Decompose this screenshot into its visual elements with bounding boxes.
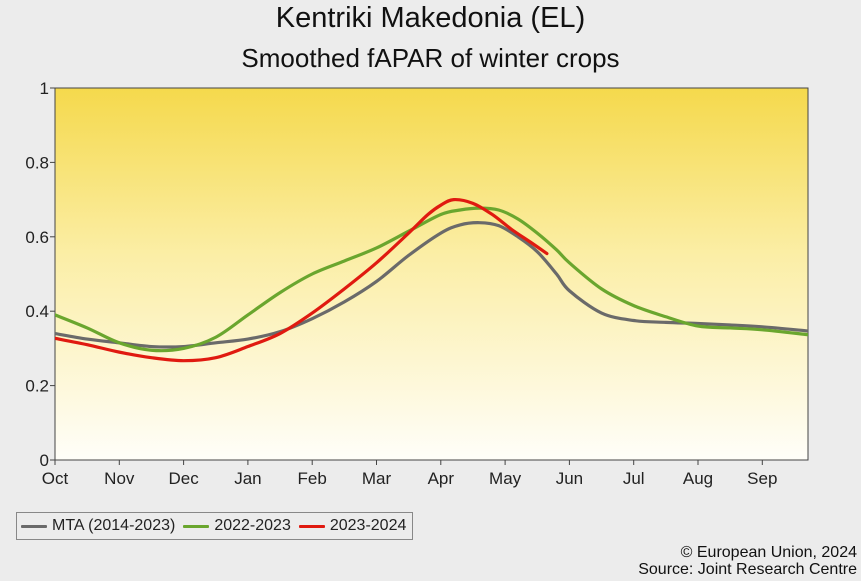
legend-item-2022-2023: 2022-2023 xyxy=(183,517,291,535)
x-tick-label: Aug xyxy=(683,469,713,488)
y-tick-label: 0.2 xyxy=(25,377,49,396)
y-tick-label: 0.8 xyxy=(25,153,49,172)
legend-label-2023-2024: 2023-2024 xyxy=(329,517,407,534)
x-tick-label: Nov xyxy=(104,469,135,488)
series-line-2022-2023 xyxy=(55,206,808,353)
y-axis: 0 0.2 0.4 0.6 0.8 1 xyxy=(25,79,55,470)
legend-swatch-2022-2023 xyxy=(183,524,210,528)
x-axis: Oct Nov Dec Jan Feb Mar Apr May Jun Jul Aug Sep xyxy=(42,460,777,488)
series-line-2023-2024 xyxy=(55,197,549,363)
legend-swatch-2023-2024 xyxy=(298,524,325,528)
copyright-text: © European Union, 2024 xyxy=(680,544,857,561)
chart-subtitle: Smoothed fAPAR of winter crops xyxy=(241,43,620,73)
x-tick-label: Apr xyxy=(428,469,455,488)
y-tick-label: 0.6 xyxy=(25,228,49,247)
x-tick-label: Dec xyxy=(168,469,199,488)
legend-label-mta: MTA (2014-2023) xyxy=(52,517,176,534)
plot-area xyxy=(54,87,809,461)
source-text: Source: Joint Research Centre xyxy=(638,561,857,578)
y-tick-label: 0.4 xyxy=(25,302,49,321)
legend-label-2022-2023: 2022-2023 xyxy=(214,517,291,534)
y-tick-label: 0 xyxy=(40,451,49,470)
series-lines xyxy=(55,197,808,363)
x-tick-label: Jul xyxy=(623,469,645,488)
y-tick-label: 1 xyxy=(40,79,49,98)
legend-item-2023-2024: 2023-2024 xyxy=(298,517,407,535)
x-tick-label: Oct xyxy=(42,469,69,488)
x-tick-label: Jan xyxy=(234,469,261,488)
legend: MTA (2014-2023) 2022-2023 2023-2024 xyxy=(16,512,414,540)
chart-title: Kentriki Makedonia (EL) xyxy=(275,2,586,34)
legend-item-mta: MTA (2014-2023) xyxy=(21,517,175,535)
legend-swatch-mta xyxy=(21,524,47,528)
x-tick-label: May xyxy=(489,469,522,488)
x-tick-label: Sep xyxy=(747,469,777,488)
x-tick-label: Mar xyxy=(362,469,392,488)
x-tick-label: Feb xyxy=(298,469,327,488)
x-tick-label: Jun xyxy=(556,469,583,488)
